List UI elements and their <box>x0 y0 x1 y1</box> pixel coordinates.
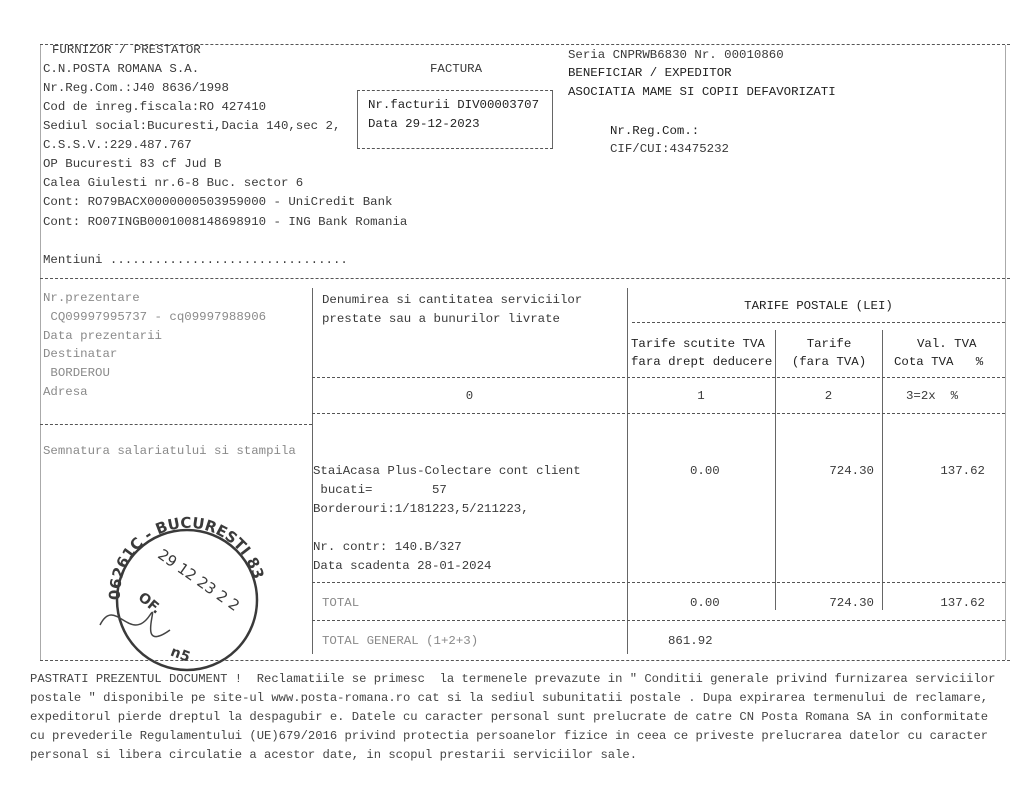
presentation-number: CQ09997995737 - cq09997988906 <box>43 310 267 324</box>
presentation-number-label: Nr.prezentare <box>43 291 140 305</box>
service-line: Borderouri:1/181223,5/211223, <box>313 502 529 516</box>
address-label: Adresa <box>43 385 88 399</box>
col-divider <box>882 330 883 610</box>
postal-stamp: 06261C - BUCURESTI 83 29 12 23 2 2 OF. n… <box>99 514 268 672</box>
right-border <box>1005 45 1006 660</box>
supplier-line: Cod de inreg.fiscala:RO 427410 <box>43 100 267 114</box>
stamp-code: n5 <box>168 644 192 666</box>
col-divider <box>627 288 628 654</box>
col-number: 0 <box>465 389 474 403</box>
col-divider <box>312 288 313 654</box>
row-value: 137.62 <box>940 464 985 478</box>
signature-label: Semnatura salariatului si stampila <box>43 444 296 458</box>
service-line: StaiAcasa Plus-Colectare cont client <box>313 464 581 478</box>
footer-rule <box>40 660 1010 661</box>
rule <box>312 413 1005 414</box>
grand-total-label: TOTAL GENERAL (1+2+3) <box>322 634 479 648</box>
supplier-line: Cont: RO07INGB0001008148698910 - ING Ban… <box>43 215 408 229</box>
left-border <box>40 45 41 660</box>
rule <box>40 424 312 425</box>
beneficiary-reg: Nr.Reg.Com.: <box>610 124 700 138</box>
supplier-line: C.S.S.V.:229.487.767 <box>43 138 192 152</box>
col2-header: Tarife <box>806 337 852 351</box>
total-value: 724.30 <box>829 596 874 610</box>
stamp-ring-text: 06261C - BUCURESTI 83 <box>106 514 268 600</box>
service-line: Nr. contr: 140.B/327 <box>313 540 462 554</box>
beneficiary-name: ASOCIATIA MAME SI COPII DEFAVORIZATI <box>568 85 836 99</box>
beneficiary-heading: BENEFICIAR / EXPEDITOR <box>568 66 732 80</box>
invoice-date: Data 29-12-2023 <box>368 117 480 131</box>
supplier-line: Nr.Reg.Com.:J40 8636/1998 <box>43 81 229 95</box>
col-number: 3=2x % <box>906 389 959 403</box>
supplier-heading: FURNIZOR / PRESTATOR <box>52 43 201 57</box>
col-number: 1 <box>697 389 705 403</box>
tariff-header: TARIFE POSTALE (LEI) <box>744 299 893 313</box>
rule <box>312 620 1005 621</box>
invoice-number: Nr.facturii DIV00003707 <box>368 98 540 112</box>
col0-header: Denumirea si cantitatea serviciilor <box>322 293 583 307</box>
stamp-of: OF. <box>135 589 164 617</box>
rule <box>312 377 1005 378</box>
row-value: 724.30 <box>829 464 874 478</box>
footer-line: PASTRATI PREZENTUL DOCUMENT ! Reclamatii… <box>30 672 996 686</box>
col0-header: prestate sau a bunurilor livrate <box>322 312 560 326</box>
signature-scribble <box>99 611 171 638</box>
invoice-title: FACTURA <box>430 62 483 76</box>
beneficiary-cif: CIF/CUI:43475232 <box>610 142 729 156</box>
total-value: 137.62 <box>940 596 985 610</box>
col-divider <box>775 330 776 610</box>
top-rule <box>40 44 1010 45</box>
presentation-date-label: Data prezentarii <box>43 329 162 343</box>
supplier-line: Cont: RO79BACX0000000503959000 - UniCred… <box>43 195 393 209</box>
col1-header: Tarife scutite TVA <box>631 337 765 351</box>
footer-line: personal si libera circulatie a acestor … <box>30 748 638 762</box>
recipient-value: BORDEROU <box>43 366 110 380</box>
col2-header: (fara TVA) <box>791 355 867 369</box>
supplier-line: Calea Giulesti nr.6-8 Buc. sector 6 <box>43 176 304 190</box>
rule <box>632 322 1005 323</box>
grand-total-value: 861.92 <box>668 634 713 648</box>
supplier-line: OP Bucuresti 83 cf Jud B <box>43 157 222 171</box>
footer-line: cu prevederile Regulamentului (UE)679/20… <box>30 729 989 743</box>
total-label: TOTAL <box>322 596 360 610</box>
supplier-line: Sediul social:Bucuresti,Dacia 140,sec 2, <box>43 119 341 133</box>
service-line: bucati= 57 <box>313 483 447 497</box>
mentions: Mentiuni ...............................… <box>43 253 348 267</box>
recipient-label: Destinatar <box>43 347 118 361</box>
stamp-circle <box>115 528 259 672</box>
col3-header: Val. TVA <box>917 337 977 351</box>
service-line: Data scadenta 28-01-2024 <box>313 559 492 573</box>
stamp-date: 29 12 23 2 2 <box>154 545 242 614</box>
total-value: 0.00 <box>690 596 720 610</box>
col3-header: Cota TVA % <box>894 355 984 369</box>
footer-line: expeditorul pierde dreptul la despagubir… <box>30 710 989 724</box>
rule <box>312 582 1005 583</box>
row-value: 0.00 <box>690 464 720 478</box>
col1-header: fara drept deducere <box>631 355 773 369</box>
invoice-box <box>357 90 553 149</box>
supplier-line: C.N.POSTA ROMANA S.A. <box>43 62 200 76</box>
invoice-series: Seria CNPRWB6830 Nr. 00010860 <box>568 48 784 62</box>
header-rule <box>40 278 1010 279</box>
footer-line: postale " disponibile pe site-ul www.pos… <box>30 691 989 705</box>
col-number: 2 <box>824 389 833 403</box>
